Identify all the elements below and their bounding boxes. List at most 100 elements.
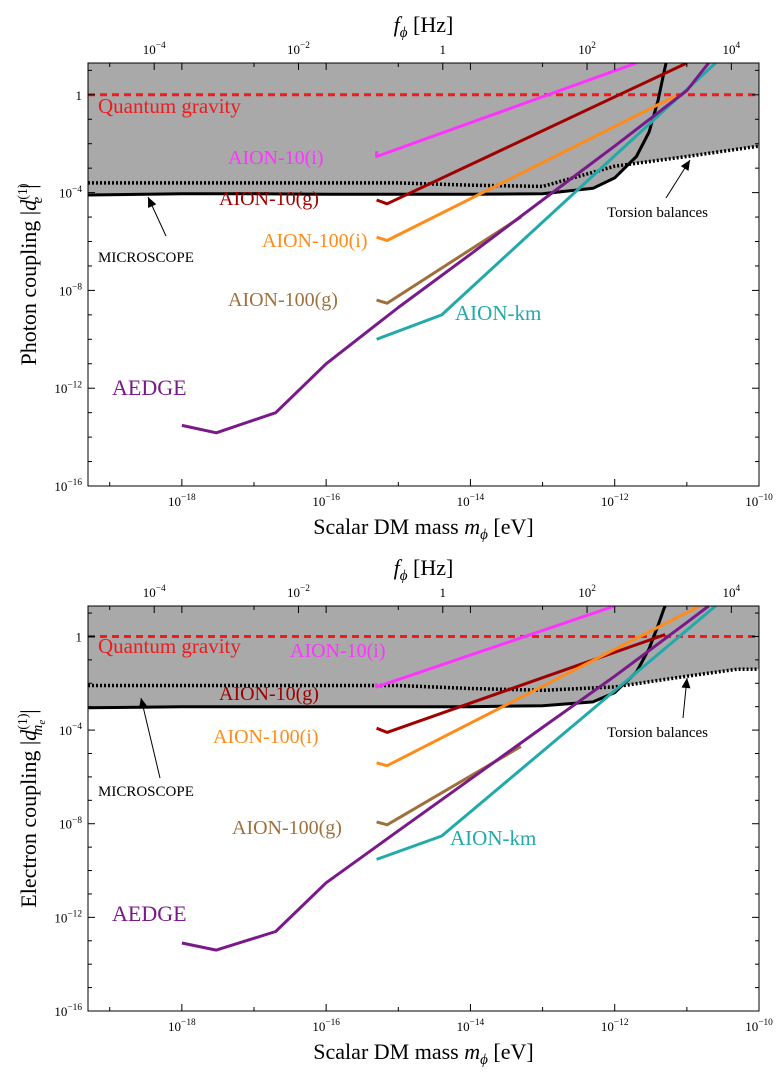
y-tick-label-base: 10 [54, 910, 67, 925]
x-tick-label-exponent: −12 [614, 493, 629, 503]
annotation-aion-100-i-: AION-100(i) [213, 726, 319, 748]
x-axis-unit: [eV] [488, 1039, 534, 1064]
y-tick-label-exponent: −8 [72, 283, 82, 293]
x-tick-label: 10−16 [312, 493, 340, 509]
series-line-aion-100-i- [376, 94, 677, 242]
series-line-aion-100-g- [376, 745, 522, 827]
x-axis-symbol: m [464, 1039, 480, 1064]
top-tick-label: 10−4 [143, 584, 166, 600]
top-tick-label-base: 10 [578, 42, 591, 57]
series-line-aion-100-i- [376, 606, 701, 768]
y-tick-label: 10−4 [59, 722, 82, 738]
y-tick-label: 10−16 [54, 478, 82, 494]
y-tick-label: 10−8 [59, 283, 82, 299]
top-tick-label-base: 10 [578, 585, 591, 600]
y-tick-label-exponent: −4 [72, 185, 82, 195]
x-tick-label-base: 10 [745, 494, 758, 509]
chart-panel-2: 10−18 10−16 10−14 10−12 10−1010−1610−1210−81… [16, 555, 773, 1068]
x-axis-symbol-sub: ϕ [480, 1052, 488, 1068]
y-tick-label-base: 10 [59, 186, 72, 201]
y-tick-label-exponent: −16 [67, 478, 82, 488]
top-tick-label-text: 1 [440, 585, 447, 600]
top-tick-label-exponent: −2 [300, 584, 310, 594]
y-axis-label: Electron coupling |d(1)me | [16, 709, 48, 907]
y-tick-label-text: 1 [76, 88, 83, 103]
x-tick-label-base: 10 [601, 494, 614, 509]
annotation-arrow-head [148, 197, 157, 208]
y-axis-symbol-sub: e [30, 196, 46, 203]
top-tick-label-base: 10 [143, 42, 156, 57]
y-tick-label-base: 10 [54, 381, 67, 396]
annotation-arrow-head [138, 698, 148, 709]
series-line-aion-km [376, 606, 717, 861]
y-tick-label: 10−12 [54, 380, 82, 396]
top-tick-label-exponent: 2 [591, 41, 596, 51]
top-tick-label-exponent: −4 [156, 41, 166, 51]
x-axis-unit: [eV] [488, 514, 534, 539]
x-tick-label-base: 10 [168, 494, 181, 509]
x-tick-label-exponent: −18 [181, 1018, 196, 1028]
top-tick-label-exponent: −4 [156, 584, 166, 594]
y-axis-symbol: d [16, 199, 41, 211]
x-axis-symbol: m [464, 514, 480, 539]
y-tick-label-exponent: −8 [72, 816, 82, 826]
annotation-aedge: AEDGE [112, 375, 187, 400]
y-tick-label-exponent: −4 [72, 722, 82, 732]
top-axis-symbol-sub: ϕ [400, 568, 408, 584]
y-tick-label-base: 10 [54, 479, 67, 494]
annotation-aion-10-i-: AION-10(i) [228, 147, 324, 169]
top-tick-label: 10−2 [287, 41, 310, 57]
top-tick-label: 104 [723, 584, 741, 600]
x-tick-label-base: 10 [601, 1019, 614, 1034]
x-tick-label-base: 10 [168, 1019, 181, 1034]
annotation-aion-10-g-: AION-10(g) [219, 188, 319, 210]
top-tick-label: 1 [440, 585, 447, 600]
y-tick-label: 1 [76, 88, 83, 103]
y-axis-symbol: d [16, 729, 41, 741]
x-tick-label: 10−12 [601, 1018, 629, 1034]
top-tick-label-exponent: 4 [736, 41, 741, 51]
series-line-aion-10-i- [375, 63, 637, 158]
top-tick-label-exponent: 2 [591, 584, 596, 594]
y-tick-label-text: 1 [76, 629, 83, 644]
x-tick-label-exponent: −10 [758, 1018, 773, 1028]
x-tick-label-exponent: −18 [181, 493, 196, 503]
y-axis-symbol-sub: m [30, 724, 46, 735]
annotation-aion-100-g-: AION-100(g) [232, 817, 342, 839]
x-tick-label-exponent: −16 [325, 1018, 340, 1028]
x-tick-label-exponent: −10 [758, 493, 773, 503]
y-axis-symbol-sup: (1) [16, 713, 31, 730]
top-axis-label: fϕ [Hz] [394, 12, 454, 41]
x-tick-label: 10−18 [168, 493, 196, 509]
top-axis-unit: [Hz] [408, 12, 454, 37]
x-tick-label-exponent: −12 [614, 1018, 629, 1028]
series-line-aion-10-g- [376, 633, 666, 734]
annotation-aion-100-i-: AION-100(i) [262, 230, 368, 252]
top-tick-label-base: 10 [143, 585, 156, 600]
y-tick-label-exponent: −16 [67, 1003, 82, 1013]
top-tick-label-text: 1 [440, 42, 447, 57]
x-axis-label: Scalar DM mass mϕ [eV] [313, 1039, 533, 1068]
y-axis-label-text: Electron coupling | [16, 741, 41, 908]
x-tick-label-base: 10 [312, 1019, 325, 1034]
annotation-microscope: MICROSCOPE [98, 250, 194, 266]
y-tick-label-base: 10 [54, 1004, 67, 1019]
annotation-arrow-head [681, 678, 691, 689]
x-tick-label: 10−14 [457, 493, 485, 509]
x-tick-label-exponent: −14 [470, 493, 485, 503]
y-tick-label-base: 10 [59, 723, 72, 738]
x-tick-label: 10−10 [745, 493, 773, 509]
top-tick-label-exponent: 4 [736, 584, 741, 594]
top-axis-symbol: f [394, 555, 403, 580]
top-tick-label-base: 10 [287, 585, 300, 600]
top-axis-symbol-sub: ϕ [400, 25, 408, 41]
x-tick-label-base: 10 [457, 494, 470, 509]
annotation-aion-10-i-: AION-10(i) [290, 640, 386, 662]
top-axis-label: fϕ [Hz] [394, 555, 454, 584]
annotation-microscope: MICROSCOPE [98, 784, 194, 800]
x-axis-symbol-sub: ϕ [480, 527, 488, 543]
y-axis-bar: | [16, 184, 41, 188]
top-tick-label: 102 [578, 41, 596, 57]
x-tick-label: 10−14 [457, 1018, 485, 1034]
series-line-aion-10-g- [376, 63, 688, 206]
